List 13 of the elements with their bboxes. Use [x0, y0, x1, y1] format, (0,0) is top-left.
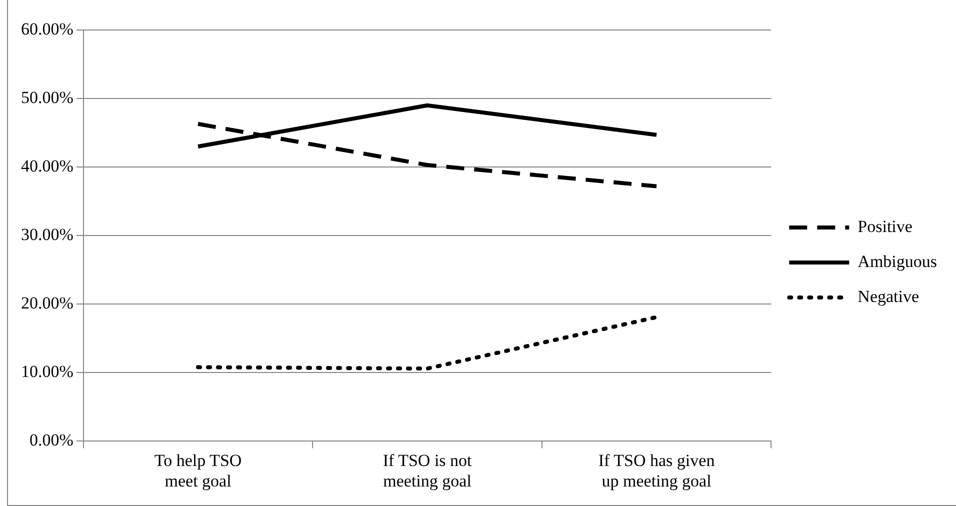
y-tick-label: 60.00% [20, 19, 74, 38]
legend-label: Negative [858, 286, 920, 306]
x-tick-label: If TSO has given up meeting goal [598, 450, 716, 490]
x-tick-label: If TSO is not meeting goal [382, 450, 472, 490]
x-tick-label: To help TSO meet goal [154, 450, 242, 490]
legend-label: Positive [858, 216, 912, 236]
y-tick-label: 50.00% [20, 88, 74, 107]
y-tick-label: 0.00% [29, 430, 74, 450]
y-tick-label: 20.00% [20, 294, 74, 313]
y-tick-label: 10.00% [20, 362, 74, 382]
legend-label: Ambiguous [858, 252, 938, 271]
y-tick-label: 30.00% [20, 225, 74, 244]
y-tick-label: 40.00% [20, 156, 74, 176]
